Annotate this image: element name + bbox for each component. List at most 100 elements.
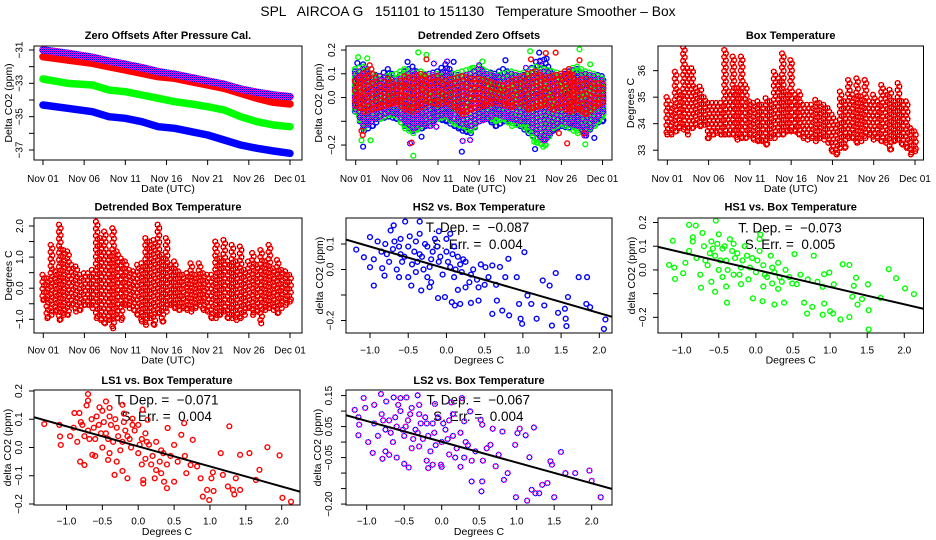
x-tick-label: Nov 06 (68, 174, 100, 185)
x-tick-label: Nov 16 (463, 174, 495, 185)
data-point-hs1 (410, 152, 417, 159)
y-tick-label: 0.1 (327, 66, 338, 80)
data-point-detrended-box-temperature (48, 311, 55, 319)
data-point-detrended-box-temperature (56, 316, 63, 324)
data-point-ls2 (459, 137, 466, 145)
data-point-ls1 (582, 111, 590, 118)
data-point-box-temperature (858, 138, 865, 145)
plot-frame (33, 45, 303, 161)
x-axis-label: Date (UTC) (141, 183, 195, 195)
series-line-ls1 (39, 52, 294, 108)
data-point-ls1 (564, 140, 571, 147)
data-point-hs2 (536, 49, 543, 56)
x-tick-label: Dec 01 (899, 174, 931, 185)
data-point-ls2 (599, 108, 606, 115)
data-point-box-temperature (759, 138, 766, 145)
panel-title: Box Temperature (746, 30, 836, 42)
data-point-ls2 (540, 136, 547, 144)
data-point-hs2 (531, 145, 539, 153)
series-line-hs1 (39, 75, 294, 131)
y-axis-label: Delta CO2 (ppm) (313, 63, 325, 142)
data-point-box-temperature (763, 141, 770, 148)
data-point-ls2 (522, 64, 530, 71)
data-point-ls1 (358, 127, 365, 134)
data-point-hs2 (404, 58, 411, 66)
data-point-hs1 (587, 61, 594, 68)
x-tick-label: Nov 26 (546, 174, 578, 185)
data-point-ls2 (430, 60, 437, 67)
data-point-box-temperature (907, 151, 914, 158)
data-point-hs1 (355, 54, 362, 61)
data-point-box-temperature (779, 131, 787, 138)
data-point-box-temperature (705, 134, 712, 142)
data-point-ls2 (591, 118, 598, 125)
data-point-ls2 (401, 118, 409, 125)
y-tick-label: −33 (15, 74, 26, 91)
data-point-hs1 (521, 124, 528, 131)
data-point-detrended-box-temperature (85, 301, 92, 309)
data-point-detrended-box-temperature (105, 316, 113, 324)
data-point-hs1 (576, 46, 583, 53)
y-tick-label: −35 (15, 108, 26, 125)
data-point-ls2 (545, 130, 553, 137)
data-point-detrended-box-temperature (142, 319, 149, 326)
data-point-detrended-box-temperature (44, 314, 51, 322)
data-point-ls1 (423, 56, 430, 63)
data-point-detrended-box-temperature (188, 308, 195, 315)
y-tick-label: 35 (637, 91, 648, 103)
panel-zero-offsets: Zero Offsets After Pressure Cal. Date (U… (3, 30, 306, 195)
data-point-detrended-box-temperature (162, 305, 169, 312)
data-point-detrended-box-temperature (151, 321, 158, 329)
data-point-detrended-box-temperature (237, 314, 244, 322)
data-point-ls2 (600, 105, 607, 113)
x-axis: Nov 01 Nov 06 Nov 11 Nov 16 Nov 21 Nov 26 Dec … (340, 160, 619, 185)
y-axis: 33 34 35 36 (637, 65, 658, 156)
x-tick-label: Nov 21 (192, 174, 224, 185)
y-axis-label: Degrees C (3, 250, 15, 301)
series-line-hs2 (39, 101, 294, 158)
y-tick-label: 33 (637, 144, 648, 156)
panel-detrended-zero-offsets: Detrended Zero Offsets Date (UTC) Delta … (313, 30, 619, 195)
panel-title: Zero Offsets After Pressure Cal. (85, 30, 251, 42)
data-point-hs1 (527, 48, 534, 55)
x-tick-label: Nov 11 (110, 174, 141, 185)
y-tick-label: 0.0 (327, 90, 338, 104)
data-point-detrended-box-temperature (110, 325, 117, 332)
data-point-hs2 (418, 133, 425, 140)
data-point-hs1 (540, 143, 547, 150)
data-point-ls2 (476, 62, 483, 69)
data-point-detrended-box-temperature (64, 311, 72, 319)
data-point-detrended-box-temperature (217, 311, 224, 319)
y-axis-label: Degrees C (625, 77, 637, 128)
data-point-ls2 (356, 114, 363, 121)
data-point-ls2 (587, 124, 594, 131)
data-point-ls2 (443, 58, 451, 65)
data-point-ls2 (466, 136, 474, 144)
data-point-ls2 (442, 108, 449, 115)
data-point-detrended-box-temperature (147, 314, 154, 322)
data-point-box-temperature (899, 141, 906, 148)
y-tick-label: 36 (637, 65, 648, 77)
panel-box-temperature: Box Temperature Date (UTC) Degrees C Nov… (625, 30, 931, 195)
x-tick-label: Nov 06 (381, 174, 413, 185)
data-point-detrended-box-temperature (197, 298, 204, 305)
panel-title: Detrended Zero Offsets (418, 30, 540, 42)
data-point-box-temperature (672, 128, 679, 135)
y-tick-label: 34 (637, 118, 648, 130)
x-tick-label: Nov 16 (151, 174, 183, 185)
x-tick-label: Nov 01 (340, 174, 372, 185)
data-point-ls1 (451, 103, 458, 111)
data-point-hs1 (415, 49, 422, 56)
data-point-box-temperature (684, 131, 692, 138)
data-point-hs1 (531, 138, 538, 145)
data-point-box-temperature (911, 148, 919, 155)
data-point-box-temperature (825, 139, 832, 146)
data-point-box-temperature (813, 135, 820, 142)
data-point-detrended-box-temperature (159, 318, 166, 325)
plot-area (663, 46, 919, 158)
y-tick-label: −0.2 (327, 135, 338, 155)
plot-area (39, 46, 294, 158)
data-point-ls1 (552, 49, 559, 56)
data-point-detrended-box-temperature (142, 321, 150, 329)
